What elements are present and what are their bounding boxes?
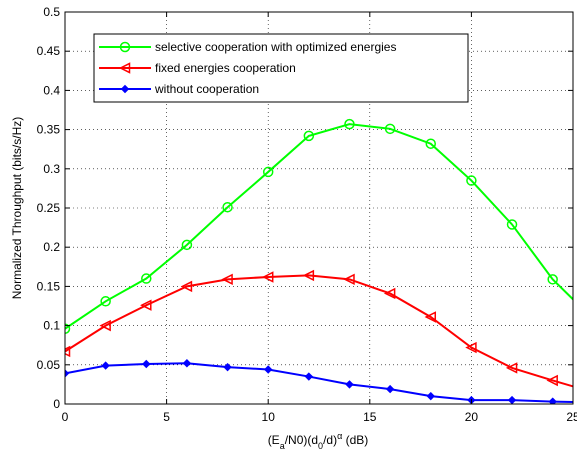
data-point — [180, 280, 193, 293]
x-axis-label: (Ea/N0)(d0/d)α (dB) — [268, 431, 369, 451]
data-point — [182, 359, 192, 368]
data-point — [506, 219, 518, 230]
data-point — [424, 311, 437, 323]
y-tick-label: 0.05 — [37, 358, 61, 372]
x-tick-label: 15 — [363, 410, 377, 424]
y-axis-label: Normalized Throughput (bits/s/Hz) — [10, 117, 24, 300]
y-tick-label: 0.2 — [43, 240, 60, 254]
data-point — [262, 166, 274, 178]
series-line — [65, 362, 573, 404]
legend-swatch-marker — [120, 84, 130, 94]
data-point — [344, 118, 355, 130]
legend-entry: fixed energies cooperation — [99, 61, 296, 75]
series-1 — [65, 118, 573, 334]
data-point — [223, 362, 232, 372]
data-point — [304, 372, 314, 381]
data-point — [345, 380, 354, 389]
legend-entry: selective cooperation with optimized ene… — [99, 40, 396, 54]
x-tick-label: 20 — [465, 410, 479, 424]
data-point — [343, 273, 355, 286]
series-layer — [65, 118, 573, 404]
legend-label: fixed energies cooperation — [155, 61, 296, 75]
data-point — [548, 397, 557, 404]
series-2 — [65, 269, 573, 388]
x-tick-label: 10 — [262, 410, 276, 424]
data-point — [384, 123, 396, 135]
legend-box — [93, 33, 469, 103]
legend-swatch-marker — [119, 41, 131, 53]
data-point — [65, 323, 71, 334]
data-point — [141, 273, 152, 284]
legend: selective cooperation with optimized ene… — [93, 33, 469, 103]
data-point — [262, 271, 274, 283]
series-3 — [65, 359, 573, 404]
legend-label: selective cooperation with optimized ene… — [155, 40, 396, 54]
data-point — [100, 296, 111, 307]
data-point — [99, 319, 111, 332]
series-line — [65, 123, 573, 330]
data-point — [303, 130, 315, 142]
data-point — [426, 391, 435, 401]
data-point — [547, 274, 558, 285]
y-tick-label: 0.4 — [43, 83, 60, 97]
data-point — [383, 287, 396, 300]
ticks: 0 5 10 15 20 25 0 0.05 0.1 0.15 0.2 0.25 0.3 0.35 0.4 0… — [37, 5, 577, 424]
x-tick-label: 5 — [163, 410, 170, 424]
series-line — [65, 274, 573, 388]
data-point — [385, 384, 395, 394]
data-point — [65, 369, 70, 378]
legend-label: without cooperation — [154, 82, 259, 96]
y-tick-label: 0.1 — [43, 319, 60, 333]
y-tick-label: 0.35 — [37, 123, 61, 137]
data-point — [505, 362, 518, 374]
data-point — [181, 239, 193, 251]
y-tick-label: 0.45 — [37, 44, 61, 58]
data-point — [222, 201, 233, 213]
data-point — [142, 359, 151, 369]
data-point — [263, 365, 273, 374]
data-point — [465, 341, 477, 354]
legend-swatch-marker — [118, 62, 131, 74]
legend-entry: without cooperation — [99, 82, 259, 96]
data-point — [546, 374, 558, 387]
data-point — [221, 273, 233, 286]
y-tick-label: 0.3 — [43, 162, 60, 176]
data-point — [65, 345, 71, 358]
data-point — [101, 361, 110, 370]
y-tick-label: 0.15 — [37, 279, 61, 293]
x-tick-label: 0 — [62, 410, 69, 424]
data-point — [302, 269, 315, 282]
y-tick-label: 0.25 — [37, 201, 61, 215]
data-point — [466, 175, 477, 186]
y-tick-label: 0 — [53, 397, 60, 411]
data-point — [425, 138, 437, 149]
x-tick-label: 25 — [566, 410, 577, 424]
y-tick-label: 0.5 — [43, 5, 60, 19]
data-point — [140, 299, 152, 311]
